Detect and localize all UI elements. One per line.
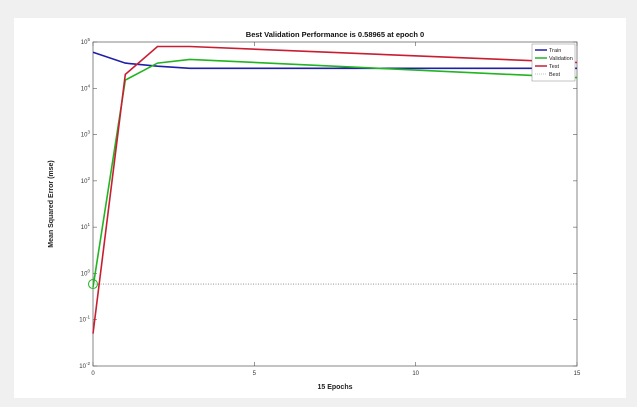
x-tick-label: 15 xyxy=(574,371,581,377)
axes-box xyxy=(92,41,578,367)
y-tick-label: 103 xyxy=(81,130,91,139)
legend-best-label: Best xyxy=(549,72,560,78)
best-marker-circle xyxy=(88,279,98,290)
y-tick-label: 102 xyxy=(81,176,91,185)
legend: Train Validation Test Best xyxy=(531,43,576,82)
x-tick-label: 5 xyxy=(253,371,257,377)
legend-validation-label: Validation xyxy=(549,56,573,62)
x-tick-label: 0 xyxy=(91,371,95,377)
x-axis-label: 15 Epochs xyxy=(317,384,352,391)
y-tick-label: 105 xyxy=(81,37,91,46)
performance-chart: 0 5 10 15 10-2 10-1 100 101 102 103 104 105 Best Va… xyxy=(48,30,581,391)
legend-train-label: Train xyxy=(549,48,561,54)
plot-panel: 0 5 10 15 10-2 10-1 100 101 102 103 104 105 Best Va… xyxy=(14,18,626,398)
series-line-test xyxy=(92,45,578,334)
y-tick-label: 101 xyxy=(81,222,91,231)
legend-test-label: Test xyxy=(549,64,560,70)
y-tick-label: 100 xyxy=(81,268,91,277)
x-tick-label: 10 xyxy=(412,371,419,377)
chart-title: Best Validation Performance is 0.58965 a… xyxy=(246,30,424,39)
y-tick-label: 10-2 xyxy=(79,361,90,370)
y-tick-label: 104 xyxy=(81,83,91,92)
y-axis-label: Mean Squared Error (mse) xyxy=(48,160,55,248)
y-tick-label: 10-1 xyxy=(79,315,90,324)
series-line-train xyxy=(92,51,577,70)
series-line-validation xyxy=(92,58,578,288)
